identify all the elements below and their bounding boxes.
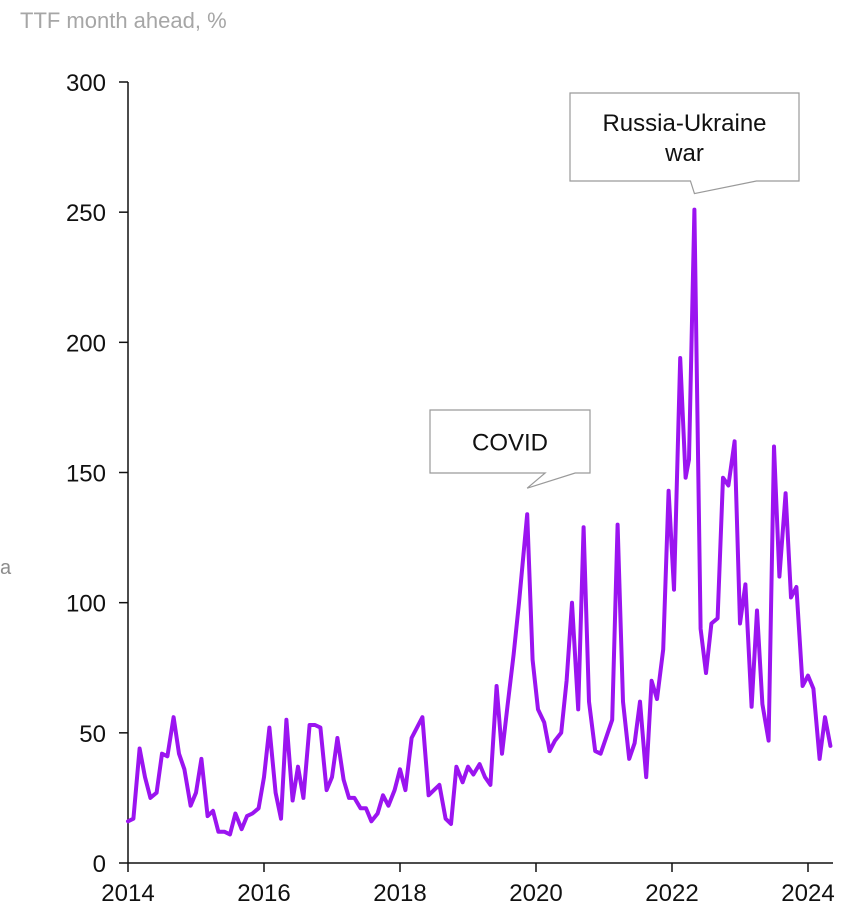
y-tick-label: 100	[66, 591, 106, 618]
x-tick-label: 2018	[373, 880, 426, 907]
annotation-box	[429, 409, 591, 489]
annotation-label: Russia-Ukraine	[602, 110, 766, 137]
x-tick-label: 2016	[237, 880, 290, 907]
y-tick-label: 250	[66, 200, 106, 227]
annotation-label: COVID	[472, 430, 548, 457]
x-tick-label: 2020	[509, 880, 562, 907]
y-tick-label: 150	[66, 461, 106, 488]
x-tick-label: 2022	[645, 880, 698, 907]
series-layer	[126, 207, 833, 837]
y-tick-label: 200	[66, 330, 106, 357]
y-tick-label: 50	[79, 721, 106, 748]
x-tick-label: 2014	[101, 880, 154, 907]
y-tick-label: 300	[66, 70, 106, 97]
y-axis-unit-label: TTF month ahead, %	[20, 8, 227, 33]
series-line	[126, 207, 833, 837]
annotation-box	[569, 92, 800, 195]
axes: 0 50 100 150 200 250 300 2014 2016 2018 2020 2022 20…	[66, 70, 835, 907]
annotation-layer: COVID Russia-Ukraine war	[429, 92, 800, 489]
y-tick-label: 0	[93, 851, 106, 878]
annotation-callout: Russia-Ukraine war	[569, 92, 800, 195]
x-tick-label: 2024	[781, 880, 834, 907]
annotation-callout: COVID	[429, 409, 591, 489]
annotation-label: war	[664, 140, 704, 167]
cropped-edge-text: a	[0, 557, 12, 579]
